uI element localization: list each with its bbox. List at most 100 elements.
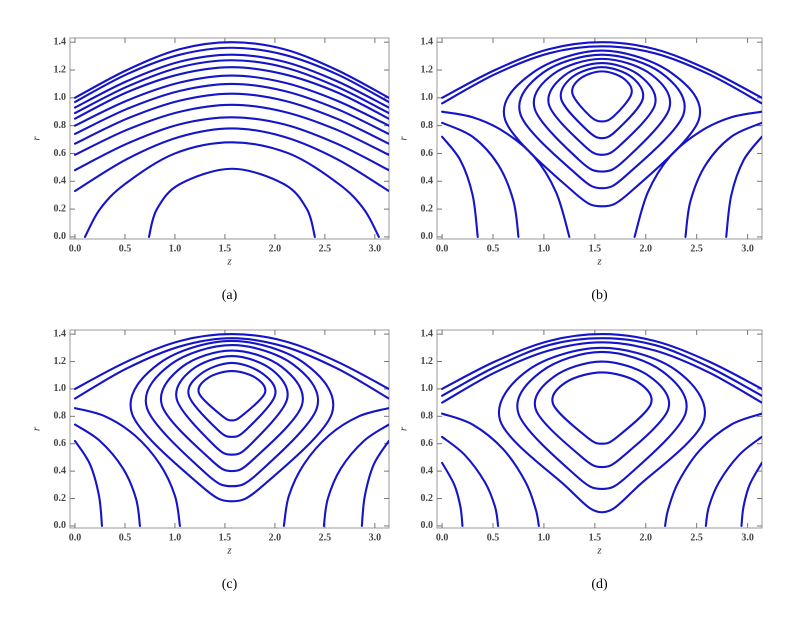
contour-line bbox=[73, 92, 389, 145]
caption: (b) bbox=[591, 288, 608, 303]
contour-line bbox=[441, 412, 540, 527]
x-tick-label: 3.0 bbox=[741, 532, 754, 543]
contour-line bbox=[73, 407, 181, 527]
contour-line bbox=[441, 121, 520, 238]
y-axis-label: r bbox=[31, 426, 43, 431]
contour-line bbox=[73, 82, 389, 136]
contour-line bbox=[73, 74, 389, 127]
y-tick-label: 1.2 bbox=[421, 64, 434, 75]
closed-contour bbox=[144, 344, 320, 488]
y-tick-label: 0.4 bbox=[54, 176, 67, 187]
y-tick-label: 1.0 bbox=[54, 92, 67, 103]
x-tick-label: 2.0 bbox=[269, 532, 282, 543]
contour-line bbox=[740, 461, 762, 527]
closed-contour bbox=[551, 371, 653, 445]
contour-line bbox=[73, 127, 389, 193]
x-tick-label: 2.5 bbox=[319, 243, 332, 254]
y-tick-label: 1.0 bbox=[54, 383, 67, 394]
closed-contour bbox=[497, 346, 706, 514]
closed-contour bbox=[516, 350, 688, 490]
x-tick-label: 1.5 bbox=[589, 243, 602, 254]
closed-contour bbox=[533, 360, 671, 469]
contour-line bbox=[360, 439, 389, 527]
closed-contour bbox=[571, 70, 633, 123]
closed-contour bbox=[187, 361, 277, 438]
panel: 0.0 0.5 1.0 1.5 2.0 2.5 3.0 0.0 0.2 0.4 0.6 0.8 1.0 1… bbox=[31, 36, 390, 303]
closed-contour bbox=[532, 57, 672, 173]
x-tick-label: 0.5 bbox=[487, 532, 500, 543]
caption: (d) bbox=[591, 577, 608, 592]
x-tick-label: 1.0 bbox=[538, 532, 551, 543]
contour-line bbox=[441, 41, 762, 99]
x-axis-label: z bbox=[226, 256, 232, 268]
y-tick-label: 1.2 bbox=[421, 356, 434, 367]
x-axis-label: z bbox=[226, 545, 232, 557]
contour-line bbox=[664, 412, 762, 527]
contour-line bbox=[441, 45, 762, 105]
x-axis-label: z bbox=[596, 256, 602, 268]
x-tick-label: 0.5 bbox=[119, 532, 132, 543]
contour-line bbox=[633, 110, 762, 238]
y-tick-label: 0.0 bbox=[54, 231, 67, 242]
contour-line bbox=[73, 66, 389, 120]
panel: 0.0 0.5 1.0 1.5 2.0 2.5 3.0 0.0 0.2 0.4 0.6 0.8 1.0 1… bbox=[398, 328, 763, 592]
x-tick-label: 3.0 bbox=[369, 243, 382, 254]
closed-contour bbox=[559, 66, 645, 140]
contour-line bbox=[441, 333, 762, 390]
x-tick-label: 2.5 bbox=[319, 532, 332, 543]
y-tick-label: 0.6 bbox=[421, 148, 434, 159]
contour-line bbox=[73, 46, 389, 104]
contour-line bbox=[282, 407, 389, 527]
x-tick-label: 0.5 bbox=[487, 243, 500, 254]
y-tick-label: 0.0 bbox=[421, 231, 434, 242]
y-tick-label: 0.6 bbox=[54, 148, 67, 159]
contour-line bbox=[441, 337, 762, 397]
y-tick-label: 0.4 bbox=[421, 465, 434, 476]
plot-frame bbox=[69, 37, 390, 240]
y-tick-label: 0.0 bbox=[421, 520, 434, 531]
x-tick-label: 1.5 bbox=[219, 243, 232, 254]
x-tick-label: 2.5 bbox=[690, 532, 703, 543]
contour-line bbox=[73, 337, 389, 400]
plot-frame bbox=[436, 37, 763, 240]
y-tick-label: 0.8 bbox=[54, 120, 67, 131]
plot-frame bbox=[69, 329, 390, 529]
y-tick-label: 1.2 bbox=[54, 64, 67, 75]
curves bbox=[441, 333, 762, 527]
caption: (c) bbox=[222, 577, 238, 592]
closed-contour bbox=[129, 339, 335, 503]
x-tick-label: 2.0 bbox=[640, 243, 653, 254]
contour-line bbox=[73, 439, 104, 527]
caption: (a) bbox=[222, 288, 238, 303]
x-tick-label: 3.0 bbox=[369, 532, 382, 543]
x-tick-label: 1.5 bbox=[589, 532, 602, 543]
x-tick-label: 3.0 bbox=[741, 243, 754, 254]
contour-line bbox=[73, 41, 389, 99]
y-tick-label: 0.0 bbox=[54, 520, 67, 531]
x-axis-label: z bbox=[596, 545, 602, 557]
y-tick-label: 0.8 bbox=[421, 411, 434, 422]
curves bbox=[73, 41, 389, 238]
closed-contour bbox=[197, 370, 267, 422]
closed-contour bbox=[502, 49, 702, 208]
y-tick-label: 0.2 bbox=[54, 203, 67, 214]
y-tick-label: 1.0 bbox=[421, 383, 434, 394]
y-tick-label: 0.4 bbox=[54, 465, 67, 476]
closed-contour bbox=[175, 354, 289, 456]
y-tick-label: 0.2 bbox=[54, 493, 67, 504]
curves bbox=[441, 41, 762, 238]
y-axis-label: r bbox=[398, 136, 410, 141]
y-tick-label: 0.2 bbox=[421, 493, 434, 504]
x-tick-label: 0.0 bbox=[69, 532, 82, 543]
y-axis-label: r bbox=[398, 426, 410, 431]
y-tick-label: 0.2 bbox=[421, 203, 434, 214]
y-tick-label: 1.4 bbox=[54, 328, 67, 339]
y-tick-label: 0.4 bbox=[421, 176, 434, 187]
y-tick-label: 1.2 bbox=[54, 356, 67, 367]
contour-line bbox=[73, 333, 389, 390]
contour-line bbox=[73, 53, 389, 109]
x-tick-label: 2.5 bbox=[690, 243, 703, 254]
closed-contour bbox=[518, 53, 686, 190]
